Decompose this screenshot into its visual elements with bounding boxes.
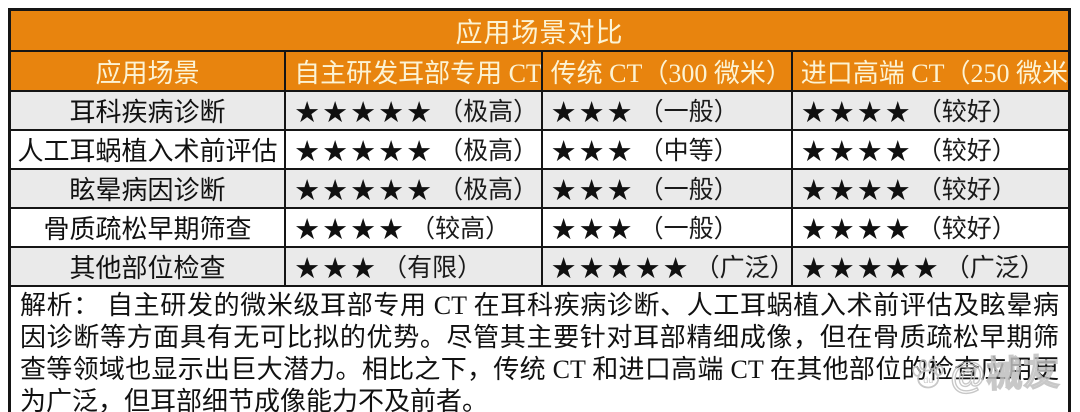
star-rating: ★★★★ <box>294 212 407 246</box>
star-rating: ★★★★ <box>800 173 913 207</box>
table-row: 骨质疏松早期筛查 ★★★★ （较高） ★★★ （一般） ★★★★ （较好） <box>8 207 1071 248</box>
table-title-row: 应用场景对比 <box>8 8 1071 52</box>
rating-note: （极高） <box>438 99 539 126</box>
analysis-text: 解析： 自主研发的微米级耳部专用 CT 在耳科疾病诊断、人工耳蜗植入术前评估及眩… <box>8 285 1071 412</box>
star-rating: ★★★ <box>294 251 379 285</box>
rating-note: （极高） <box>438 138 539 165</box>
rating-cell-traditional-ct: ★★★ （一般） <box>540 207 793 248</box>
rating-note: （有限） <box>382 255 483 282</box>
rating-cell-traditional-ct: ★★★ （一般） <box>540 168 793 209</box>
column-header-self-ct: 自主研发耳部专用 CT <box>284 50 543 92</box>
star-rating: ★★★ <box>550 95 635 129</box>
column-header-scenario: 应用场景 <box>8 50 287 92</box>
rating-note: （中等） <box>638 138 739 165</box>
table-row: 耳科疾病诊断 ★★★★★ （极高） ★★★ （一般） ★★★★ （较好） <box>8 90 1071 131</box>
star-rating: ★★★★ <box>800 212 913 246</box>
scenario-label: 耳科疾病诊断 <box>8 90 287 131</box>
scenario-label: 人工耳蜗植入术前评估 <box>8 129 287 170</box>
rating-note: （一般） <box>638 216 739 243</box>
rating-cell-imported-ct: ★★★★★ （广泛） <box>790 246 1071 287</box>
rating-note: （一般） <box>638 99 739 126</box>
rating-cell-imported-ct: ★★★★ （较好） <box>790 129 1071 170</box>
rating-cell-self-ct: ★★★ （有限） <box>284 246 543 287</box>
star-rating: ★★★ <box>550 173 635 207</box>
rating-cell-imported-ct: ★★★★ （较好） <box>790 90 1071 131</box>
rating-note: （广泛） <box>944 255 1045 282</box>
star-rating: ★★★★★ <box>800 251 941 285</box>
table-row: 人工耳蜗植入术前评估 ★★★★★ （极高） ★★★ （中等） ★★★★ （较好） <box>8 129 1071 170</box>
column-header-traditional-ct: 传统 CT（300 微米） <box>540 50 793 92</box>
rating-note: （较好） <box>916 138 1017 165</box>
table-row: 眩晕病因诊断 ★★★★★ （极高） ★★★ （一般） ★★★★ （较好） <box>8 168 1071 209</box>
rating-cell-self-ct: ★★★★ （较高） <box>284 207 543 248</box>
scenario-label: 其他部位检查 <box>8 246 287 287</box>
rating-cell-self-ct: ★★★★★ （极高） <box>284 90 543 131</box>
rating-note: （一般） <box>638 177 739 204</box>
rating-cell-self-ct: ★★★★★ （极高） <box>284 129 543 170</box>
scenario-label: 眩晕病因诊断 <box>8 168 287 209</box>
rating-cell-imported-ct: ★★★★ （较好） <box>790 168 1071 209</box>
star-rating: ★★★ <box>550 134 635 168</box>
table-header-row: 应用场景 自主研发耳部专用 CT 传统 CT（300 微米） 进口高端 CT（2… <box>8 50 1071 92</box>
rating-note: （较好） <box>916 99 1017 126</box>
rating-cell-traditional-ct: ★★★★★ （广泛） <box>540 246 793 287</box>
star-rating: ★★★★★ <box>294 173 435 207</box>
rating-note: （较好） <box>916 177 1017 204</box>
application-scenario-comparison-table: 应用场景对比 应用场景 自主研发耳部专用 CT 传统 CT（300 微米） 进口… <box>8 8 1071 412</box>
rating-note: （广泛） <box>694 255 792 282</box>
star-rating: ★★★★ <box>800 134 913 168</box>
star-rating: ★★★★ <box>800 95 913 129</box>
rating-note: （较好） <box>916 216 1017 243</box>
rating-note: （较高） <box>410 216 511 243</box>
rating-cell-traditional-ct: ★★★ （中等） <box>540 129 793 170</box>
star-rating: ★★★★★ <box>294 134 435 168</box>
star-rating: ★★★★★ <box>550 251 691 285</box>
rating-note: （极高） <box>438 177 539 204</box>
table-row: 其他部位检查 ★★★ （有限） ★★★★★ （广泛） ★★★★★ （广泛） <box>8 246 1071 287</box>
scenario-label: 骨质疏松早期筛查 <box>8 207 287 248</box>
analysis-row: 解析： 自主研发的微米级耳部专用 CT 在耳科疾病诊断、人工耳蜗植入术前评估及眩… <box>8 285 1071 412</box>
column-header-imported-ct: 进口高端 CT（250 微米） <box>790 50 1071 92</box>
rating-cell-traditional-ct: ★★★ （一般） <box>540 90 793 131</box>
star-rating: ★★★★★ <box>294 95 435 129</box>
rating-cell-self-ct: ★★★★★ （极高） <box>284 168 543 209</box>
star-rating: ★★★ <box>550 212 635 246</box>
table-title: 应用场景对比 <box>8 8 1071 52</box>
rating-cell-imported-ct: ★★★★ （较好） <box>790 207 1071 248</box>
